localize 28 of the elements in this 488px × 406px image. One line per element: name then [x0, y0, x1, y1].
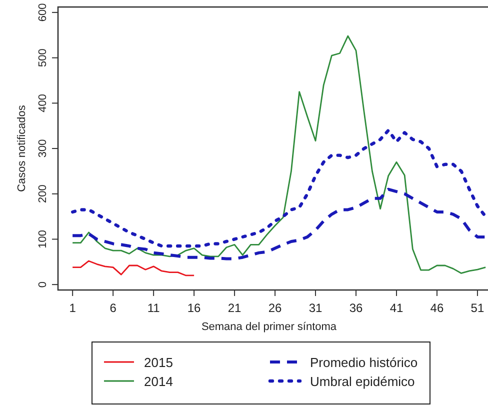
- x-tick-label: 51: [470, 301, 484, 315]
- x-tick-label: 16: [187, 301, 202, 315]
- y-tick-label: 200: [37, 184, 49, 204]
- x-axis-title: Semana del primer síntoma: [201, 321, 338, 333]
- y-tick-label: 600: [37, 3, 49, 22]
- x-tick-label: 21: [228, 301, 242, 315]
- x-tick-label: 31: [308, 301, 323, 315]
- y-tick-label: 300: [37, 139, 49, 158]
- legend-label: Promedio histórico: [310, 355, 418, 370]
- x-tick-label: 6: [110, 301, 117, 315]
- y-tick-label: 0: [37, 281, 49, 288]
- line-series: [71, 188, 488, 260]
- line-series: [72, 260, 195, 276]
- x-tick-label: 36: [349, 301, 363, 315]
- legend-label: 2014: [144, 374, 173, 389]
- y-axis-title: Casos notificados: [16, 104, 28, 192]
- x-tick-label: 41: [390, 301, 404, 315]
- legend-label: 2015: [144, 355, 173, 370]
- x-tick-label: 1: [69, 301, 76, 315]
- y-tick-label: 100: [37, 230, 49, 248]
- y-tick-label: 500: [37, 48, 49, 67]
- line-series: [70, 128, 488, 248]
- y-tick-label: 400: [37, 94, 49, 112]
- x-tick-label: 46: [430, 301, 444, 315]
- legend-label: Umbral epidémico: [310, 374, 415, 389]
- x-tick-label: 11: [147, 301, 160, 315]
- x-tick-label: 26: [268, 301, 282, 315]
- line-series: [72, 35, 486, 274]
